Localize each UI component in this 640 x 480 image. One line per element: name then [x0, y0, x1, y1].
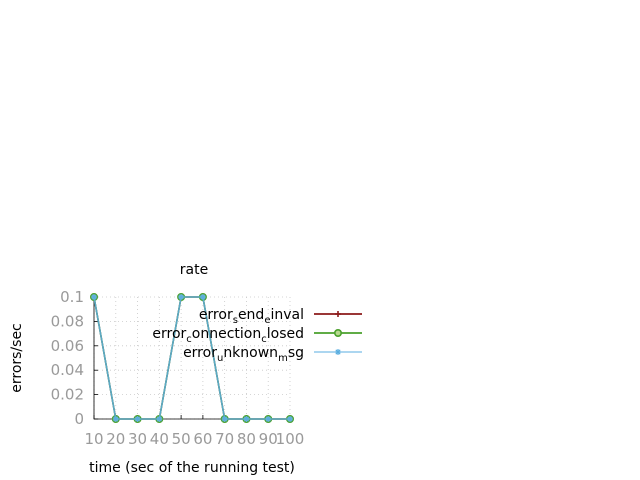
- data-point: [178, 294, 185, 300]
- data-point: [91, 294, 97, 300]
- legend-label: errorsendeinval: [199, 307, 304, 326]
- x-tick-label: 70: [215, 430, 234, 448]
- y-tick-label: 0.04: [51, 361, 84, 379]
- data-point: [287, 416, 293, 422]
- x-tick-label: 90: [259, 430, 278, 448]
- legend-text: end: [238, 307, 264, 323]
- legend-swatch-marker: [333, 328, 342, 337]
- legend-text: sg: [288, 345, 304, 361]
- legend-subscript: e: [264, 315, 270, 326]
- legend-label: errorconnectionclosed: [152, 326, 304, 345]
- legend-text: error: [199, 307, 233, 323]
- x-tick-label: 40: [150, 430, 169, 448]
- legend-item-0: errorsendeinval: [199, 307, 362, 326]
- data-point: [221, 416, 228, 422]
- legend-item-1: errorconnectionclosed: [152, 326, 362, 345]
- legend-text: nknown: [223, 345, 278, 361]
- legend-swatch-marker: [335, 311, 341, 317]
- legend-text: losed: [267, 326, 304, 342]
- legend-text: error: [183, 345, 217, 361]
- y-axis-title: errors/sec: [9, 323, 25, 393]
- x-tick-label: 30: [128, 430, 147, 448]
- legend-swatch-marker: [335, 349, 341, 355]
- data-point: [112, 416, 119, 422]
- data-point: [134, 416, 141, 422]
- x-tick-label: 10: [84, 430, 103, 448]
- y-tick-label: 0.1: [60, 288, 84, 306]
- legend-label: errorunknownmsg: [183, 345, 304, 364]
- grid: [93, 296, 291, 420]
- y-tick-label: 0.08: [51, 312, 84, 330]
- legend: errorsendeinvalerrorconnectionclosederro…: [152, 307, 362, 364]
- legend-text: onnection: [192, 326, 261, 342]
- data-point: [265, 416, 272, 422]
- y-tick-label: 0: [74, 410, 84, 428]
- chart-title: rate: [180, 262, 208, 278]
- data-point: [243, 416, 250, 422]
- legend-subscript: c: [186, 334, 192, 345]
- series-2: [91, 294, 293, 422]
- legend-text: inval: [270, 307, 304, 323]
- legend-subscript: u: [217, 353, 223, 364]
- legend-text: error: [152, 326, 186, 342]
- data-point: [199, 294, 206, 300]
- legend-item-2: errorunknownmsg: [183, 345, 362, 364]
- x-tick-label: 20: [106, 430, 125, 448]
- series-line: [93, 296, 290, 420]
- legend-subscript: m: [278, 353, 288, 364]
- legend-subscript: s: [233, 315, 238, 326]
- x-tick-label: 100: [276, 430, 305, 448]
- series-group: [90, 292, 294, 423]
- legend-subscript: c: [261, 334, 267, 345]
- y-tick-label: 0.02: [51, 386, 84, 404]
- data-point: [156, 416, 163, 422]
- y-tick-label: 0.06: [51, 337, 84, 355]
- x-axis-title: time (sec of the running test): [89, 460, 295, 476]
- x-tick-label: 60: [193, 430, 212, 448]
- x-tick-label: 50: [172, 430, 191, 448]
- x-tick-label: 80: [237, 430, 256, 448]
